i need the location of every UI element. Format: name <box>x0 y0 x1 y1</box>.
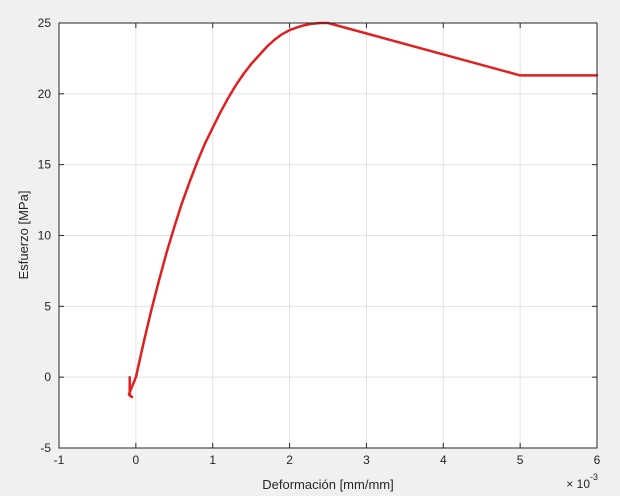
x-axis-label: Deformación [mm/mm] <box>262 477 393 492</box>
y-tick-label: 10 <box>38 229 52 243</box>
x-scale-exponent: -3 <box>590 472 598 482</box>
y-tick-label: 25 <box>38 16 52 30</box>
x-tick-labels: -1 0 1 2 3 4 5 6 <box>54 453 601 467</box>
x-tick-label: 6 <box>594 453 601 467</box>
y-axis-label: Esfuerzo [MPa] <box>16 191 31 280</box>
y-tick-label: 15 <box>38 158 52 172</box>
y-tick-label: -5 <box>40 441 51 455</box>
x-tick-label: 3 <box>363 453 370 467</box>
x-tick-label: 0 <box>133 453 140 467</box>
data-series <box>127 21 599 399</box>
x-tick-label: 4 <box>440 453 447 467</box>
x-tick-label: 2 <box>286 453 293 467</box>
x-scale-multiplier: × 10 <box>566 477 590 491</box>
stress-strain-line <box>127 21 599 399</box>
y-tick-label: 20 <box>38 87 52 101</box>
plot-frame <box>58 22 598 449</box>
x-tick-label: 1 <box>209 453 216 467</box>
y-tick-label: 0 <box>44 370 51 384</box>
x-tick-label: 5 <box>517 453 524 467</box>
y-tick-label: 5 <box>44 299 51 313</box>
x-tick-label: -1 <box>54 453 65 467</box>
x-scale-base: × 10 <box>566 477 590 491</box>
y-tick-labels: -5 0 5 10 15 20 25 <box>38 16 52 455</box>
